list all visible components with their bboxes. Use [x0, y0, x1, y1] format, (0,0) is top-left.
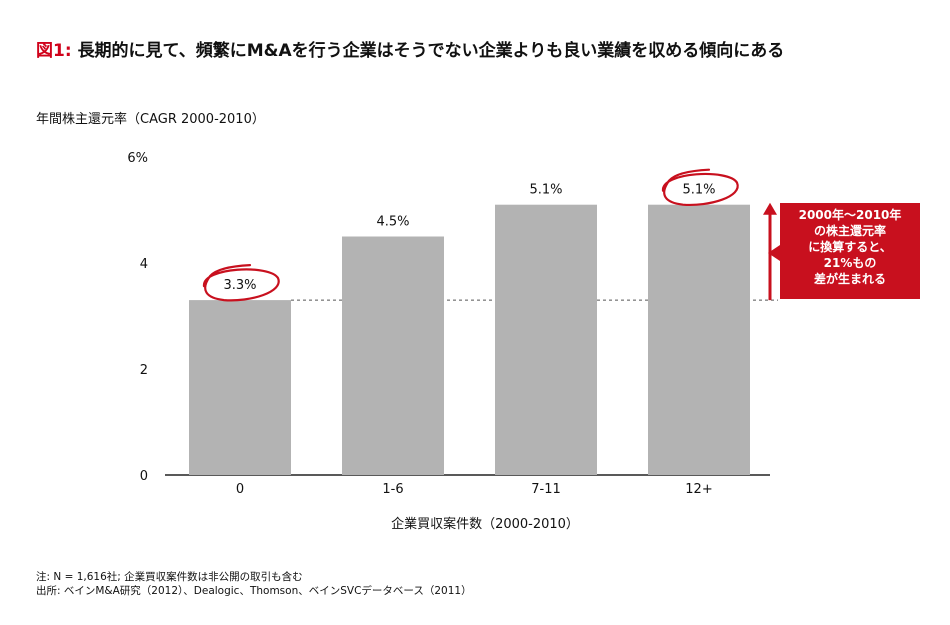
sample-note: 注: N = 1,616社; 企業買収案件数は非公開の取引も含む: [36, 571, 303, 583]
y-tick-label: 4: [140, 257, 148, 272]
y-tick-label: 0: [140, 469, 148, 484]
y-tick-label: 6%: [127, 151, 148, 166]
title-text: 長期的に見て、頻繁にM&Aを行う企業はそうでない企業よりも良い業績を収める傾向に…: [77, 41, 785, 61]
bar: [648, 204, 750, 475]
footnotes: 注: N = 1,616社; 企業買収案件数は非公開の取引も含む 出所: ベイン…: [36, 570, 472, 598]
x-axis-label: 企業買収案件数（2000-2010）: [391, 517, 579, 532]
callout-line-5: 差が生まれる: [813, 272, 886, 286]
bar: [189, 300, 291, 475]
callout-line-1: 2000年〜2010年: [798, 208, 902, 222]
source-note: 出所: ベインM&A研究（2012）、Dealogic、Thomson、ベインS…: [36, 585, 472, 597]
figure-number: 図1:: [36, 41, 72, 61]
x-tick-label: 0: [236, 482, 244, 497]
callout-line-2: の株主還元率: [813, 224, 886, 238]
bar: [342, 236, 444, 475]
y-tick-label: 2: [140, 363, 148, 378]
x-tick-label: 7-11: [531, 482, 561, 497]
highlight-circle: [661, 168, 739, 207]
difference-arrow-head: [763, 202, 777, 215]
bar-value-label: 3.3%: [223, 278, 256, 293]
chart-title: 図1: 長期的に見て、頻繁にM&Aを行う企業はそうでない企業よりも良い業績を収め…: [36, 36, 784, 61]
callout-line-3: に換算すると、: [808, 240, 892, 254]
difference-callout: 2000年〜2010年 の株主還元率 に換算すると、 21%もの 差が生まれる: [768, 203, 920, 299]
x-tick-label: 12+: [685, 482, 712, 497]
y-axis-label: 年間株主還元率（CAGR 2000-2010）: [36, 112, 265, 127]
callout-line-4: 21%もの: [823, 256, 877, 270]
bar-value-label: 4.5%: [376, 215, 409, 230]
highlight-circle: [202, 264, 280, 302]
x-tick-label: 1-6: [382, 482, 403, 497]
bar: [495, 204, 597, 475]
bar-value-label: 5.1%: [529, 183, 562, 198]
bar-value-label: 5.1%: [682, 183, 715, 198]
